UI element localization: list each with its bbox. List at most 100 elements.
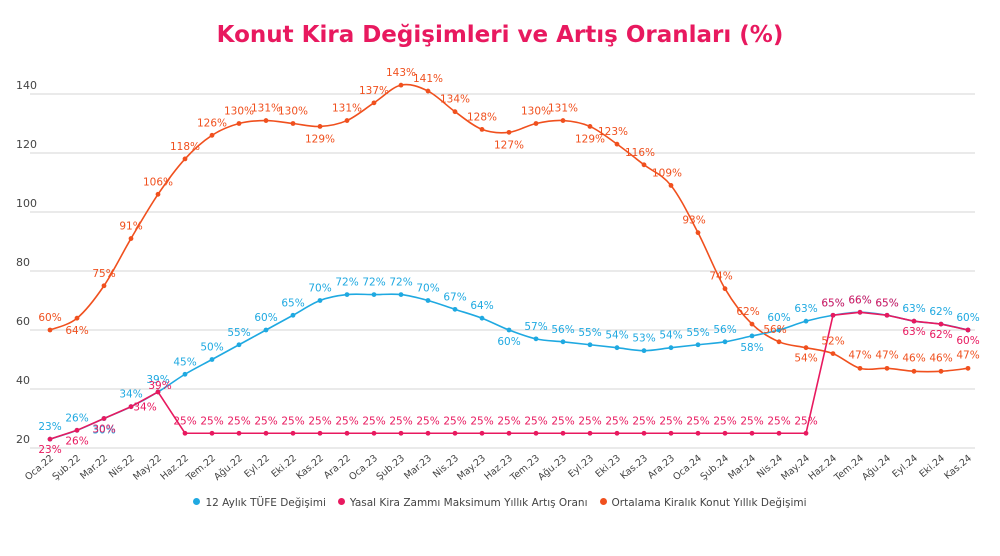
data-label: 72% xyxy=(362,277,385,289)
legend-marker-icon xyxy=(193,498,201,505)
data-label: 54% xyxy=(659,330,682,342)
data-label: 23% xyxy=(38,421,61,433)
data-point xyxy=(236,342,242,348)
data-point xyxy=(614,430,620,436)
data-label: 60% xyxy=(497,336,520,348)
x-tick-label: May.22 xyxy=(131,453,164,483)
y-tick-label: 140 xyxy=(16,79,37,92)
data-label: 55% xyxy=(686,327,709,339)
x-tick-label: Tem.24 xyxy=(832,453,866,484)
data-label: 52% xyxy=(821,336,844,348)
data-label: 93% xyxy=(682,215,705,227)
data-label: 25% xyxy=(470,415,493,427)
data-point xyxy=(803,318,809,324)
legend-marker-icon xyxy=(599,498,607,505)
data-label: 57% xyxy=(524,321,547,333)
data-label: 126% xyxy=(197,117,227,129)
data-point xyxy=(506,129,512,135)
data-point xyxy=(830,312,836,318)
data-label: 63% xyxy=(902,326,925,338)
data-point xyxy=(506,327,512,333)
data-point xyxy=(371,100,377,106)
x-tick-label: Oca.22 xyxy=(23,453,56,483)
data-point xyxy=(425,88,431,94)
data-point xyxy=(884,365,890,371)
data-label: 65% xyxy=(875,297,898,309)
data-label: 60% xyxy=(767,312,790,324)
data-point xyxy=(479,315,485,321)
data-point xyxy=(587,430,593,436)
data-label: 55% xyxy=(227,327,250,339)
data-label: 62% xyxy=(929,329,952,341)
data-point xyxy=(965,365,971,371)
data-label: 25% xyxy=(794,415,817,427)
data-point xyxy=(74,427,80,433)
data-label: 25% xyxy=(281,415,304,427)
data-point xyxy=(398,292,404,297)
data-point xyxy=(371,292,377,297)
data-label: 137% xyxy=(359,85,389,97)
x-tick-label: Eki.23 xyxy=(593,453,622,480)
data-label: 131% xyxy=(332,103,362,115)
data-point xyxy=(209,357,215,362)
data-label: 54% xyxy=(605,330,628,342)
x-tick-label: Tem.22 xyxy=(184,453,218,484)
data-point xyxy=(560,339,566,345)
data-label: 65% xyxy=(821,297,844,309)
data-point xyxy=(560,118,566,123)
legend-item: Ortalama Kiralık Konut Yıllık Değişimi xyxy=(599,497,807,509)
data-point xyxy=(668,345,674,351)
data-point xyxy=(641,430,647,436)
data-point xyxy=(47,327,53,333)
data-point xyxy=(398,82,404,88)
data-label: 130% xyxy=(521,106,551,118)
data-label: 25% xyxy=(740,415,763,427)
data-point xyxy=(965,327,971,333)
data-label: 130% xyxy=(224,106,254,118)
data-point xyxy=(263,327,269,333)
x-tick-label: Eyl.22 xyxy=(242,453,272,480)
data-label: 34% xyxy=(133,402,156,414)
data-label: 60% xyxy=(956,312,979,324)
data-label: 47% xyxy=(875,349,898,361)
x-tick-label: Şub.22 xyxy=(50,453,83,483)
data-point xyxy=(425,430,431,436)
data-point xyxy=(614,141,620,147)
data-label: 66% xyxy=(848,294,871,306)
data-label: 30% xyxy=(92,425,115,437)
data-point xyxy=(506,430,512,436)
data-label: 118% xyxy=(170,141,200,153)
data-point xyxy=(263,430,269,436)
data-point xyxy=(749,321,755,327)
legend-marker-icon xyxy=(337,498,345,505)
data-label: 72% xyxy=(335,277,358,289)
data-label: 25% xyxy=(767,415,790,427)
x-tick-label: Kas.22 xyxy=(294,453,326,482)
data-point xyxy=(317,430,323,436)
data-label: 25% xyxy=(659,415,682,427)
x-tick-label: Ağu.24 xyxy=(860,453,893,483)
data-label: 65% xyxy=(281,297,304,309)
data-label: 131% xyxy=(251,103,281,115)
data-point xyxy=(533,121,539,126)
data-point xyxy=(344,430,350,436)
data-label: 25% xyxy=(200,415,223,427)
data-point xyxy=(803,345,809,351)
data-label: 65% xyxy=(875,297,898,309)
data-point xyxy=(452,430,458,436)
data-label: 26% xyxy=(65,435,88,447)
data-point xyxy=(749,333,755,339)
data-point xyxy=(587,124,593,129)
data-point xyxy=(938,321,944,327)
x-tick-label: May.24 xyxy=(779,453,812,483)
data-point xyxy=(641,348,647,354)
data-point xyxy=(587,342,593,348)
data-point xyxy=(290,121,296,126)
data-label: 66% xyxy=(848,294,871,306)
data-point xyxy=(182,156,188,162)
data-point xyxy=(668,183,674,188)
data-label: 67% xyxy=(443,291,466,303)
x-tick-label: Eyl.23 xyxy=(566,453,596,480)
x-tick-label: Kas.23 xyxy=(618,453,650,482)
data-point xyxy=(722,286,728,292)
